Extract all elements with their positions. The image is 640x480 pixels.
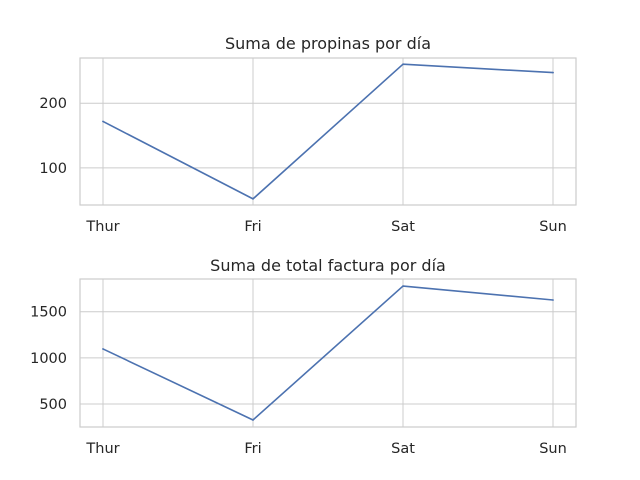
data-point [402, 63, 404, 66]
x-tick-label: Thur [85, 219, 119, 235]
data-point [552, 71, 554, 74]
data-point [402, 285, 404, 287]
y-tick-label: 100 [39, 161, 67, 177]
x-tick-label: Sun [539, 441, 567, 457]
plot-frame [79, 57, 577, 206]
chart-title: Suma de total factura por día [210, 256, 446, 275]
y-tick-label: 200 [39, 96, 67, 112]
data-point [252, 198, 254, 200]
chart-total-bill-by-day: Suma de total factura por día 500 1000 150… [30, 256, 577, 457]
x-tick-label: Sat [391, 441, 415, 457]
y-tick-label: 1500 [30, 305, 67, 321]
data-point [102, 120, 104, 123]
data-point [552, 299, 554, 301]
x-tick-label: Fri [244, 219, 261, 235]
plot-frame [79, 278, 577, 428]
chart-tips-by-day: Suma de propinas por día 100 200 Thur Fri Sa… [39, 34, 577, 235]
series-line [102, 285, 554, 421]
y-tick-label: 1000 [30, 351, 67, 367]
x-tick-label: Sat [391, 219, 415, 235]
series-line [102, 63, 554, 200]
data-point [102, 348, 104, 350]
y-tick-label: 500 [39, 397, 67, 413]
chart-title: Suma de propinas por día [225, 34, 431, 53]
data-point [252, 419, 254, 421]
x-tick-label: Fri [244, 441, 261, 457]
x-tick-label: Sun [539, 219, 567, 235]
x-tick-label: Thur [85, 441, 119, 457]
